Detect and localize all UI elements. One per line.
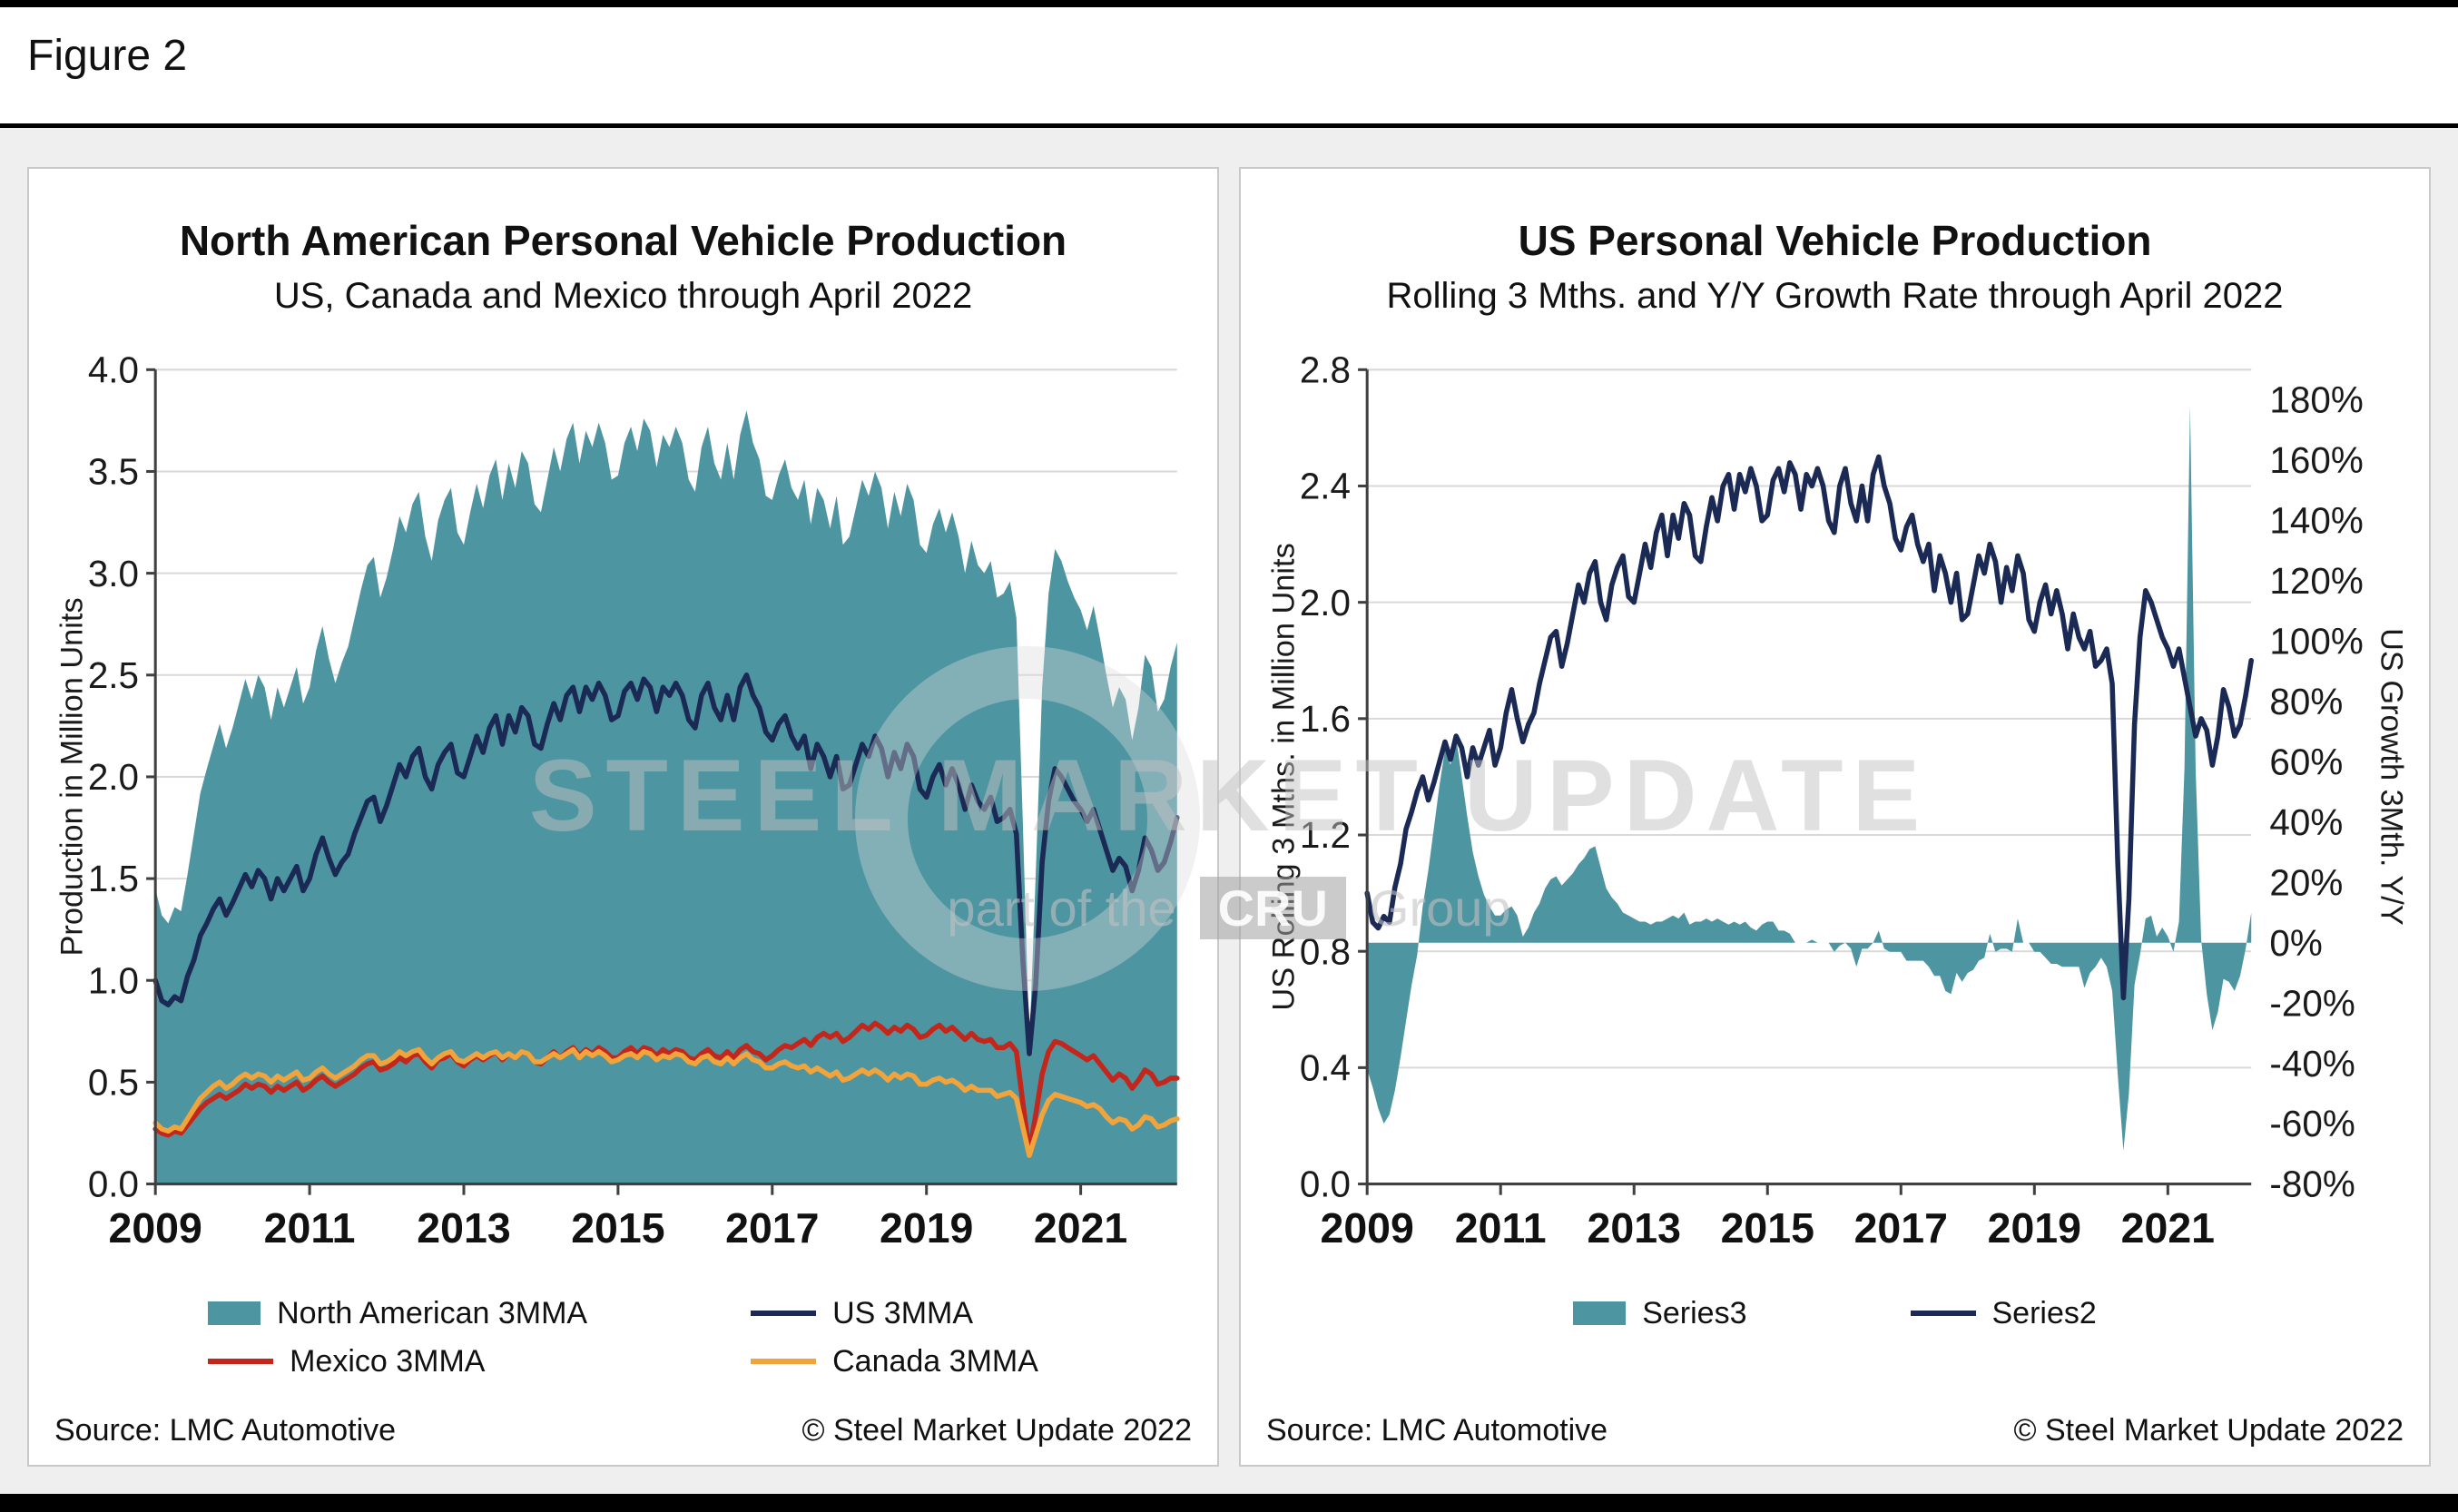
svg-text:1.0: 1.0	[88, 959, 139, 1001]
legend-label: Series3	[1642, 1295, 1747, 1330]
legend-line-marker	[208, 1359, 274, 1365]
svg-text:2021: 2021	[1034, 1204, 1127, 1252]
legend-label: Mexico 3MMA	[290, 1343, 486, 1379]
source-text: Source: LMC Automotive	[54, 1413, 397, 1448]
svg-text:2011: 2011	[1455, 1204, 1547, 1252]
left-chart-legend: North American 3MMA US 3MMA Mexico 3MMA Can…	[29, 1296, 1217, 1379]
svg-text:2009: 2009	[109, 1204, 202, 1252]
svg-text:2.0: 2.0	[1300, 582, 1351, 623]
svg-text:US Growth 3Mth. Y/Y: US Growth 3Mth. Y/Y	[2374, 628, 2407, 926]
left-chart-title: North American Personal Vehicle Producti…	[179, 217, 1067, 264]
svg-text:2015: 2015	[571, 1204, 664, 1252]
svg-text:US Rolling 3 Mths. in Million: US Rolling 3 Mths. in Million Units	[1266, 543, 1301, 1010]
svg-text:20%: 20%	[2269, 861, 2343, 903]
source-text: Source: LMC Automotive	[1266, 1413, 1608, 1448]
legend-label: North American 3MMA	[277, 1295, 588, 1330]
charts-row: North American Personal Vehicle Producti…	[0, 136, 2458, 1494]
us-production-growth-chart: 0.0 0.4 0.8 1.2 1.6 2.0 2.4 2.8 180% 160% 140% 120%…	[1263, 342, 2407, 1287]
figure-label: Figure 2	[27, 32, 188, 80]
legend-label: Canada 3MMA	[832, 1343, 1038, 1379]
area-series	[155, 410, 1177, 1184]
svg-text:100%: 100%	[2269, 621, 2363, 663]
legend-line-marker	[1910, 1311, 1976, 1317]
left-chart-panel: North American Personal Vehicle Producti…	[27, 167, 1219, 1467]
right-chart-legend: Series3 Series2	[1241, 1296, 2429, 1331]
svg-text:1.2: 1.2	[1300, 814, 1351, 856]
legend-item: Canada 3MMA	[751, 1344, 1038, 1379]
svg-text:0.0: 0.0	[1300, 1163, 1351, 1205]
svg-text:140%: 140%	[2269, 500, 2363, 542]
svg-text:2009: 2009	[1321, 1204, 1414, 1252]
svg-text:2019: 2019	[880, 1204, 973, 1252]
svg-text:1.6: 1.6	[1300, 698, 1351, 740]
svg-text:-40%: -40%	[2269, 1043, 2355, 1085]
svg-text:2019: 2019	[1988, 1204, 2081, 1252]
svg-text:60%: 60%	[2269, 741, 2343, 782]
legend-area-swatch	[208, 1301, 261, 1326]
line-series	[152, 1046, 1180, 1158]
legend-line-marker	[751, 1359, 817, 1365]
north-american-production-chart: 0.0 0.5 1.0 1.5 2.0 2.5 3.0 3.5 4.0 2009 2011 2013 2…	[51, 342, 1195, 1287]
figure-header: Figure 2	[0, 7, 2458, 128]
line-series	[152, 1020, 1180, 1154]
svg-text:80%: 80%	[2269, 681, 2343, 722]
svg-text:2.5: 2.5	[88, 654, 139, 696]
svg-text:0%: 0%	[2269, 922, 2322, 964]
svg-text:0.0: 0.0	[88, 1163, 139, 1205]
legend-label: US 3MMA	[832, 1295, 974, 1330]
legend-line-marker	[751, 1311, 817, 1317]
area-series	[1367, 406, 2252, 1151]
legend-item: Series3	[1573, 1295, 1747, 1331]
copyright-text: © Steel Market Update 2022	[801, 1413, 1192, 1448]
svg-text:2017: 2017	[725, 1204, 819, 1252]
legend-item: North American 3MMA	[208, 1296, 587, 1331]
svg-text:2013: 2013	[417, 1204, 510, 1252]
legend-item: Series2	[1910, 1295, 2097, 1331]
copyright-text: © Steel Market Update 2022	[2013, 1413, 2404, 1448]
svg-text:0.8: 0.8	[1300, 930, 1351, 972]
svg-text:4.0: 4.0	[88, 349, 139, 390]
bottom-border	[0, 1494, 2458, 1512]
legend-label: Series2	[1991, 1295, 2097, 1330]
top-border	[0, 0, 2458, 7]
svg-text:3.5: 3.5	[88, 451, 139, 493]
line-series	[152, 672, 1180, 1056]
svg-text:2.4: 2.4	[1300, 466, 1351, 507]
svg-text:-60%: -60%	[2269, 1103, 2355, 1144]
svg-text:2.0: 2.0	[88, 756, 139, 798]
left-chart-footer: Source: LMC Automotive © Steel Market Up…	[29, 1413, 1217, 1465]
right-chart-subtitle: Rolling 3 Mths. and Y/Y Growth Rate thro…	[1386, 276, 2284, 316]
svg-text:40%: 40%	[2269, 801, 2343, 843]
legend-area-swatch	[1573, 1301, 1627, 1326]
svg-text:-80%: -80%	[2269, 1163, 2355, 1205]
svg-text:2021: 2021	[2121, 1204, 2215, 1252]
svg-text:-20%: -20%	[2269, 982, 2355, 1024]
svg-text:1.5: 1.5	[88, 858, 139, 899]
right-chart-title: US Personal Vehicle Production	[1518, 217, 2152, 264]
right-chart-panel: US Personal Vehicle Production Rolling 3…	[1239, 167, 2431, 1467]
left-chart-subtitle: US, Canada and Mexico through April 2022	[273, 276, 973, 316]
chart-canvas: 0.0 0.4 0.8 1.2 1.6 2.0 2.4 2.8 180% 160% 140% 120%…	[1266, 349, 2407, 1252]
svg-text:120%: 120%	[2269, 560, 2363, 602]
svg-text:160%: 160%	[2269, 439, 2363, 481]
svg-text:2011: 2011	[264, 1204, 356, 1252]
svg-text:2.8: 2.8	[1300, 349, 1351, 390]
svg-text:2015: 2015	[1721, 1204, 1814, 1252]
svg-text:180%: 180%	[2269, 379, 2363, 421]
svg-text:3.0: 3.0	[88, 553, 139, 594]
svg-text:2013: 2013	[1588, 1204, 1681, 1252]
svg-text:0.4: 0.4	[1300, 1047, 1351, 1089]
right-chart-footer: Source: LMC Automotive © Steel Market Up…	[1241, 1413, 2429, 1465]
svg-text:Production in Million Units: Production in Million Units	[54, 597, 89, 956]
chart-canvas: 0.0 0.5 1.0 1.5 2.0 2.5 3.0 3.5 4.0 2009 2011 2013 2…	[54, 349, 1180, 1252]
svg-text:2017: 2017	[1854, 1204, 1948, 1252]
legend-item: Mexico 3MMA	[208, 1344, 587, 1379]
legend-item: US 3MMA	[751, 1296, 1038, 1331]
svg-text:0.5: 0.5	[88, 1062, 139, 1104]
line-series	[1364, 454, 2255, 1001]
